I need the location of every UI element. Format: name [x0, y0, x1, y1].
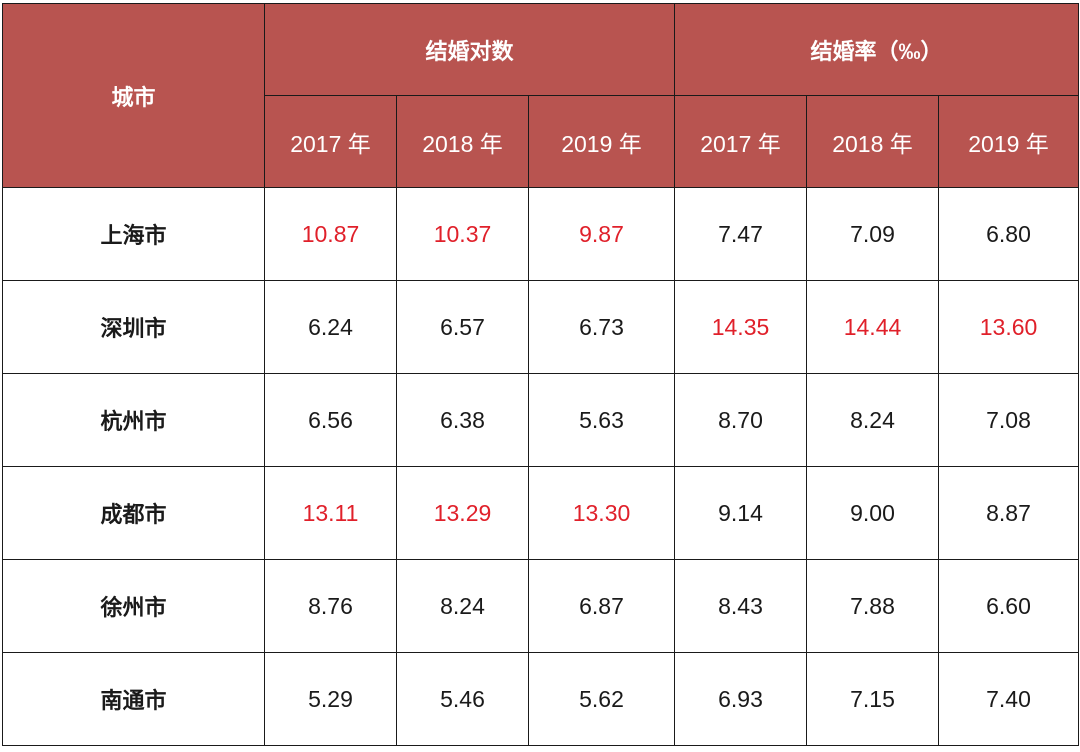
city-header: 城市: [2, 3, 265, 188]
marriage-rate-cell: 7.88: [806, 559, 939, 653]
table-header: 城市 结婚对数 结婚率（‰） 2017 年 2018 年 2019 年 2017…: [2, 3, 1080, 188]
marriage-rate-cell: 7.15: [806, 652, 939, 746]
year-header: 2018 年: [806, 95, 939, 188]
city-name-cell: 成都市: [2, 466, 265, 560]
table-body: 上海市 10.87 10.37 9.87 7.47 7.09 6.80 深圳市 6.24 6.57…: [2, 187, 1080, 746]
marriage-count-cell: 13.30: [528, 466, 675, 560]
marriage-rate-cell: 6.80: [937, 187, 1080, 281]
marriage-rate-cell: 7.47: [674, 187, 807, 281]
marriage-count-cell: 13.29: [396, 466, 529, 560]
marriage-count-cell: 5.63: [528, 373, 675, 467]
city-name-cell: 上海市: [2, 187, 265, 281]
table-row: 徐州市 8.76 8.24 6.87 8.43 7.88 6.60: [2, 559, 1080, 653]
city-name-cell: 徐州市: [2, 559, 265, 653]
marriage-rate-cell: 14.44: [806, 280, 939, 374]
marriage-count-cell: 6.87: [528, 559, 675, 653]
marriage-count-cell: 6.38: [396, 373, 529, 467]
year-header: 2019 年: [528, 95, 675, 188]
marriage-count-cell: 6.57: [396, 280, 529, 374]
year-header: 2019 年: [937, 95, 1080, 188]
marriage-rate-cell: 6.60: [937, 559, 1080, 653]
year-header: 2017 年: [264, 95, 397, 188]
header-group-row: 城市 结婚对数 结婚率（‰）: [2, 3, 1080, 188]
city-name-cell: 杭州市: [2, 373, 265, 467]
city-name-cell: 深圳市: [2, 280, 265, 374]
marriage-count-cell: 10.87: [264, 187, 397, 281]
marriage-rate-cell: 14.35: [674, 280, 807, 374]
marriage-count-cell: 8.76: [264, 559, 397, 653]
marriage-rate-cell: 8.43: [674, 559, 807, 653]
year-header: 2018 年: [396, 95, 529, 188]
marriage-rate-cell: 9.00: [806, 466, 939, 560]
marriage-table: 城市 结婚对数 结婚率（‰） 2017 年 2018 年 2019 年 2017…: [2, 3, 1080, 746]
marriage-count-cell: 5.62: [528, 652, 675, 746]
marriage-rate-cell: 8.87: [937, 466, 1080, 560]
table-row: 杭州市 6.56 6.38 5.63 8.70 8.24 7.08: [2, 373, 1080, 467]
marriage-rate-cell: 7.08: [937, 373, 1080, 467]
header-year-row: 2017 年 2018 年 2019 年 2017 年 2018 年 2019 …: [3, 95, 1080, 188]
marriage-count-cell: 9.87: [528, 187, 675, 281]
group-header-marriage-rate: 结婚率（‰）: [673, 3, 1080, 96]
marriage-rate-cell: 13.60: [937, 280, 1080, 374]
table-row: 深圳市 6.24 6.57 6.73 14.35 14.44 13.60: [2, 280, 1080, 374]
year-header: 2017 年: [674, 95, 807, 188]
marriage-rate-cell: 8.24: [806, 373, 939, 467]
marriage-count-cell: 10.37: [396, 187, 529, 281]
marriage-count-cell: 8.24: [396, 559, 529, 653]
table-row: 南通市 5.29 5.46 5.62 6.93 7.15 7.40: [2, 652, 1080, 746]
marriage-rate-cell: 7.40: [937, 652, 1080, 746]
marriage-rate-cell: 7.09: [806, 187, 939, 281]
marriage-count-cell: 6.73: [528, 280, 675, 374]
marriage-count-cell: 13.11: [264, 466, 397, 560]
table-row: 上海市 10.87 10.37 9.87 7.47 7.09 6.80: [2, 187, 1080, 281]
city-name-cell: 南通市: [2, 652, 265, 746]
marriage-count-cell: 6.56: [264, 373, 397, 467]
marriage-count-cell: 5.46: [396, 652, 529, 746]
marriage-rate-cell: 6.93: [674, 652, 807, 746]
marriage-rate-cell: 9.14: [674, 466, 807, 560]
group-header-marriage-count: 结婚对数: [264, 3, 675, 96]
marriage-count-cell: 6.24: [264, 280, 397, 374]
marriage-count-cell: 5.29: [264, 652, 397, 746]
table-row: 成都市 13.11 13.29 13.30 9.14 9.00 8.87: [2, 466, 1080, 560]
marriage-rate-cell: 8.70: [674, 373, 807, 467]
